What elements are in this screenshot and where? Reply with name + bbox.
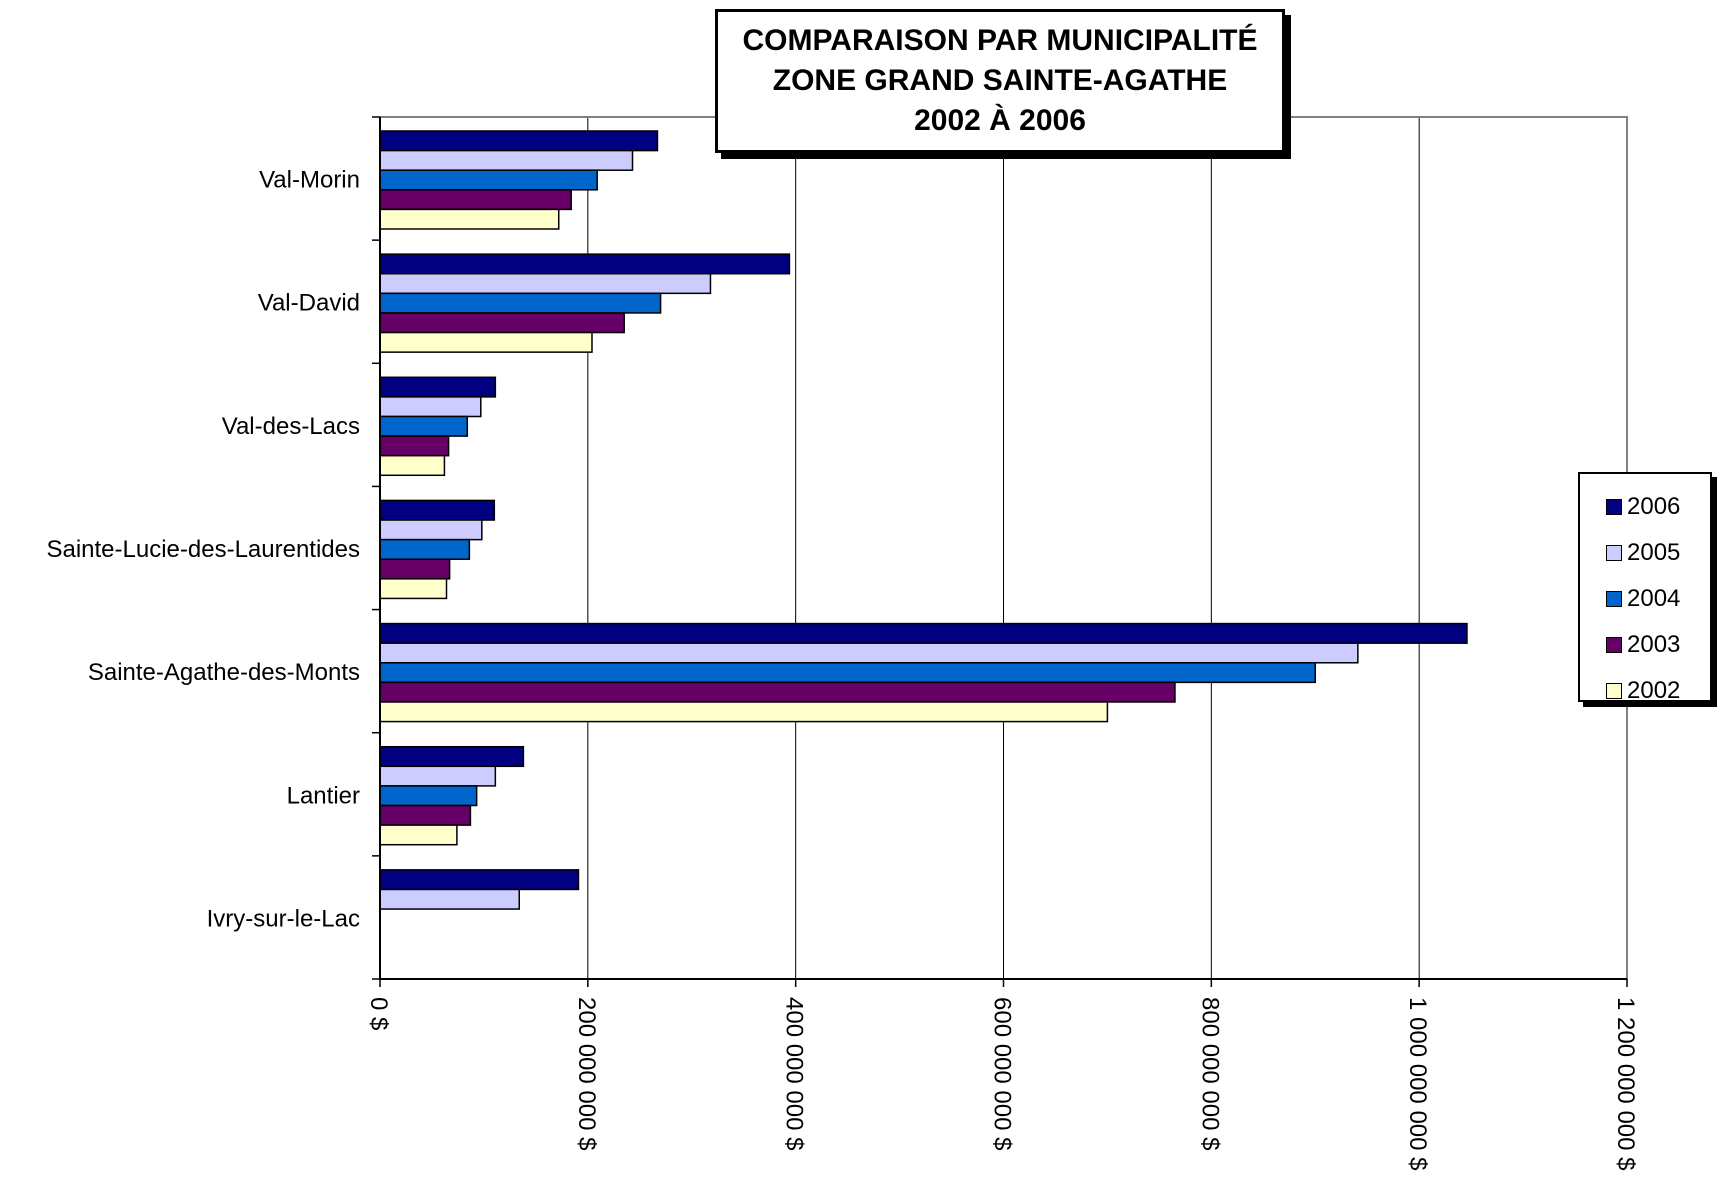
legend-item-2003: 2003: [1580, 622, 1710, 668]
category-label-1: Val-David: [258, 290, 360, 317]
legend-swatch-2004: [1606, 591, 1622, 607]
bar-2006-1: [379, 253, 791, 275]
bar-2002-1: [379, 331, 593, 353]
x-tick-label-6: 1 200 000 000 $: [1612, 997, 1639, 1171]
bar-2004-1: [379, 292, 662, 314]
chart-title-line-2: ZONE GRAND SAINTE-AGATHE: [772, 64, 1228, 97]
legend-swatch-2003: [1606, 637, 1622, 653]
bar-2006-4: [379, 622, 1468, 644]
bar-2005-1: [379, 272, 712, 295]
legend-label-2002: 2002: [1627, 677, 1681, 704]
x-tick-label-5: 1 000 000 000 $: [1404, 997, 1431, 1171]
chart-title: COMPARAISON PAR MUNICIPALITÉ ZONE GRAND …: [715, 9, 1285, 153]
x-tick-label-4: 800 000 000 $: [1196, 997, 1223, 1150]
bar-2006-3: [379, 499, 496, 521]
chart-title-line-1: COMPARAISON PAR MUNICIPALITÉ: [742, 24, 1258, 57]
bar-2004-0: [379, 169, 598, 191]
bar-2006-5: [379, 745, 525, 768]
bar-2005-0: [379, 149, 634, 171]
bar-2005-5: [379, 765, 497, 787]
bar-2004-4: [379, 662, 1316, 684]
x-tick-label-3: 600 000 000 $: [989, 997, 1016, 1150]
legend-item-2002: 2002: [1580, 668, 1710, 714]
bar-2003-2: [379, 435, 450, 457]
bar-2005-2: [379, 396, 482, 418]
bar-2002-3: [379, 578, 448, 600]
chart-title-line-3: 2002 À 2006: [914, 104, 1086, 137]
category-label-6: Ivry-sur-le-Lac: [207, 905, 360, 932]
legend-item-2004: 2004: [1580, 576, 1710, 622]
x-tick-label-1: 200 000 000 $: [573, 997, 600, 1150]
category-label-0: Val-Morin: [259, 167, 360, 194]
legend-item-2006: 2006: [1580, 484, 1710, 530]
bar-2002-5: [379, 824, 458, 846]
bar-2003-4: [379, 681, 1176, 703]
legend-swatch-2005: [1606, 545, 1622, 561]
bar-2003-0: [379, 189, 572, 211]
bar-2002-0: [379, 208, 560, 230]
chart-legend: 2006 2005 2004 2003 2002: [1578, 472, 1712, 704]
bar-2003-3: [379, 558, 451, 580]
bar-2004-3: [379, 538, 471, 560]
bar-2006-6: [379, 869, 580, 891]
x-tick-label-0: 0 $: [365, 997, 392, 1030]
bar-2003-5: [379, 804, 472, 826]
bar-2004-5: [379, 785, 478, 807]
bar-2006-0: [379, 130, 659, 152]
bar-2005-3: [379, 519, 483, 541]
category-label-2: Val-des-Lacs: [222, 413, 360, 440]
bar-2002-4: [379, 701, 1109, 723]
legend-swatch-2006: [1606, 499, 1622, 515]
bar-2006-2: [379, 376, 497, 398]
legend-label-2006: 2006: [1627, 493, 1681, 520]
category-label-5: Lantier: [287, 782, 360, 809]
category-label-3: Sainte-Lucie-des-Laurentides: [46, 536, 360, 563]
legend-item-2005: 2005: [1580, 530, 1710, 576]
bar-2002-2: [379, 454, 446, 477]
bar-2004-2: [379, 415, 469, 437]
category-label-4: Sainte-Agathe-des-Monts: [88, 659, 360, 686]
bar-2005-6: [379, 888, 520, 910]
legend-label-2005: 2005: [1627, 539, 1681, 566]
legend-label-2004: 2004: [1627, 585, 1681, 612]
bar-2003-1: [379, 312, 625, 334]
bar-2005-4: [379, 642, 1359, 664]
legend-swatch-2002: [1606, 683, 1622, 699]
legend-label-2003: 2003: [1627, 631, 1681, 658]
x-tick-label-2: 400 000 000 $: [781, 997, 808, 1150]
